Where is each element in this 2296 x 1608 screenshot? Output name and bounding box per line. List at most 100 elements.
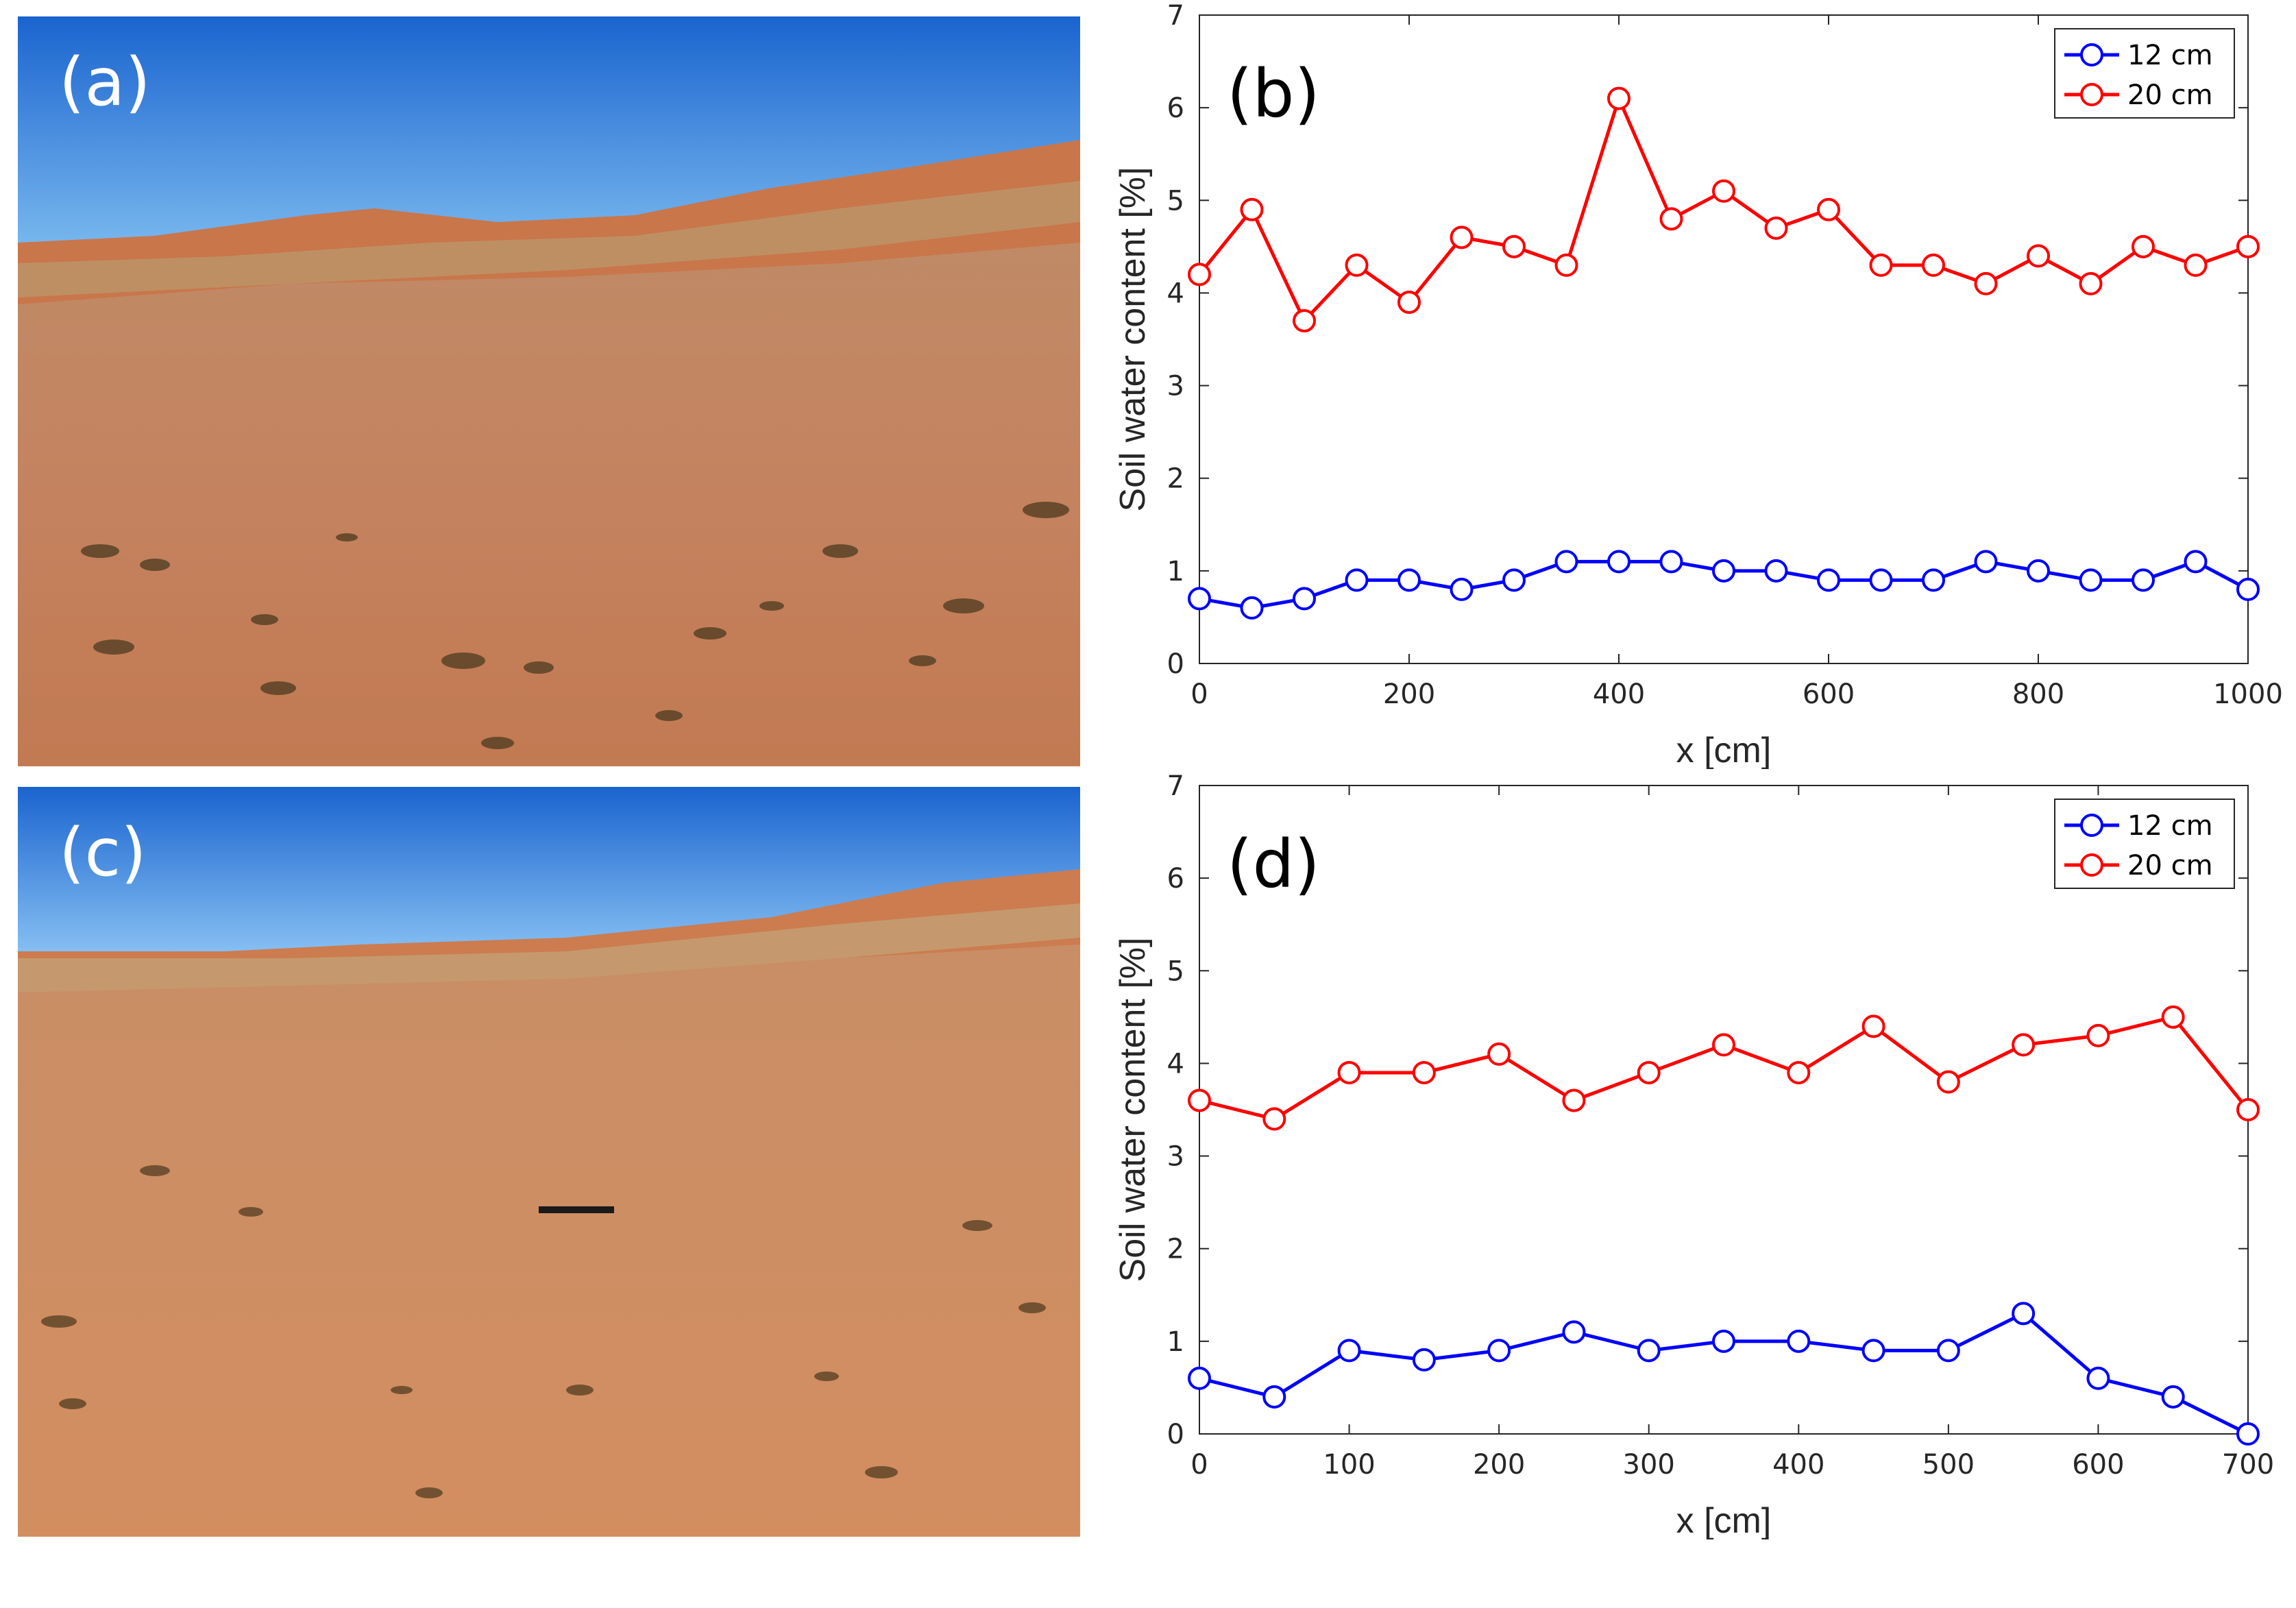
chart-b-series-0-point-19 xyxy=(2184,550,2208,574)
chart-b-series-1-point-16 xyxy=(2027,244,2050,268)
chart-b-series-0-point-16 xyxy=(2027,559,2050,583)
chart-b-series-1-point-1 xyxy=(1240,197,1264,221)
chart-b-legend-label-0: 12 cm xyxy=(2127,40,2213,71)
chart-b-series-0-point-3 xyxy=(1345,568,1369,592)
chart-d-series-1-point-2 xyxy=(1337,1060,1361,1084)
grass-tufts xyxy=(81,502,1069,749)
chart-b-xtick-label-2: 400 xyxy=(1593,679,1645,710)
photo-c-scene xyxy=(18,787,1080,1537)
chart-b-series-0-point-9 xyxy=(1659,550,1683,574)
chart-b-series-1-point-12 xyxy=(1817,197,1840,221)
chart-b-series-0-point-18 xyxy=(2132,568,2155,592)
chart-d-series-1-point-12 xyxy=(2086,1023,2110,1047)
chart-d-legend-label-0: 12 cm xyxy=(2127,810,2213,842)
chart-d-series-1-point-5 xyxy=(1562,1088,1586,1112)
chart-b-series-0-point-4 xyxy=(1397,568,1421,592)
chart-d-xtick-label-1: 100 xyxy=(1323,1449,1375,1481)
grass-tufts xyxy=(41,1165,1046,1498)
chart-d-series-1-point-13 xyxy=(2161,1005,2185,1029)
chart-b-series-1-point-20 xyxy=(2236,234,2260,258)
chart-b-series-0-point-5 xyxy=(1450,577,1474,601)
chart-b-series-1-point-2 xyxy=(1293,308,1316,332)
panel-a-label: (a) xyxy=(59,44,151,121)
chart-b-series-1-point-4 xyxy=(1397,290,1421,314)
chart-b-legend-marker-1 xyxy=(2080,83,2103,106)
chart-b-series-1-point-5 xyxy=(1450,226,1474,249)
chart-d-series-0-point-2 xyxy=(1337,1339,1361,1363)
chart-b-series-0-point-0 xyxy=(1188,587,1211,611)
chart-b-series-0-point-1 xyxy=(1240,596,1264,620)
chart-d-series-0-point-12 xyxy=(2086,1366,2110,1390)
chart-d-series-1-point-1 xyxy=(1262,1107,1286,1131)
chart-b-ytick-label-3: 3 xyxy=(1167,371,1184,402)
chart-b-series-1-point-19 xyxy=(2184,253,2208,277)
chart-d-ytick-label-5: 5 xyxy=(1167,955,1184,987)
chart-b-xtick-label-0: 0 xyxy=(1190,679,1208,710)
chart-b-series-0-point-11 xyxy=(1764,559,1788,583)
chart-d-svg: 0 1 2 3 4 5 6 7 0 100 200 300 400 500 600 700 x [cm] Soil… xyxy=(1113,770,2274,1539)
chart-d-xtick-label-7: 700 xyxy=(2222,1449,2274,1481)
chart-d-series-1-point-14 xyxy=(2236,1098,2260,1121)
chart-b-series-0-point-13 xyxy=(1869,568,1893,592)
chart-b-series-1-point-0 xyxy=(1188,263,1211,287)
chart-d-series-0-point-14 xyxy=(2236,1422,2260,1446)
chart-b-series-1-point-10 xyxy=(1712,179,1735,203)
chart-b-ytick-label-5: 5 xyxy=(1167,185,1184,217)
chart-d-series-0-point-4 xyxy=(1487,1339,1511,1363)
chart-b-xtick-label-1: 200 xyxy=(1383,679,1435,710)
chart-b-legend-marker-0 xyxy=(2080,43,2103,66)
chart-b-series-0-point-2 xyxy=(1293,587,1316,611)
chart-d-series-0-point-1 xyxy=(1262,1385,1286,1409)
chart-d-xtick-label-5: 500 xyxy=(1922,1449,1975,1481)
chart-d-xtick-label-2: 200 xyxy=(1473,1449,1525,1481)
photo-a-desert-dune: (a) xyxy=(18,16,1080,766)
chart-d-ytick-label-2: 2 xyxy=(1167,1234,1184,1265)
chart-b-ytick-label-6: 6 xyxy=(1167,93,1184,124)
chart-d-legend-label-1: 20 cm xyxy=(2127,850,2213,881)
chart-d-series-1-point-10 xyxy=(1936,1070,1960,1094)
chart-d-ytick-label-7: 7 xyxy=(1167,770,1184,802)
sand-floor xyxy=(18,945,1080,1537)
chart-b-svg: 0 1 2 3 4 5 6 7 0 200 400 600 800 1000 x [cm] Soil wate… xyxy=(1113,0,2283,769)
chart-d-panel-label: (d) xyxy=(1227,826,1320,903)
chart-b-series-0-point-6 xyxy=(1502,568,1526,592)
chart-b-series-1-point-18 xyxy=(2132,234,2155,258)
grass-band xyxy=(18,181,1080,297)
chart-d-ytick-label-4: 4 xyxy=(1167,1048,1184,1080)
chart-d-series-0-point-5 xyxy=(1562,1320,1586,1344)
chart-d-ytick-label-1: 1 xyxy=(1167,1326,1184,1358)
chart-b-series-0-point-17 xyxy=(2079,568,2103,592)
chart-d-series-0-point-8 xyxy=(1787,1329,1811,1353)
chart-d-xtick-label-6: 600 xyxy=(2072,1449,2124,1481)
chart-d-series-0-point-0 xyxy=(1188,1366,1211,1390)
chart-b-y-axis-title: Soil water content [%] xyxy=(1113,167,1153,512)
chart-d-series-1-point-8 xyxy=(1787,1060,1811,1084)
chart-b-series-1-point-11 xyxy=(1764,216,1788,240)
chart-d-series-1-point-3 xyxy=(1412,1060,1436,1084)
chart-b-series-0-point-12 xyxy=(1817,568,1840,592)
chart-b-series-1-point-7 xyxy=(1554,253,1578,277)
chart-b-series-1-point-14 xyxy=(1922,253,1945,277)
chart-b-xtick-label-3: 600 xyxy=(1803,679,1855,710)
chart-d-ytick-label-0: 0 xyxy=(1167,1419,1184,1450)
panel-c-label: (c) xyxy=(59,814,147,891)
chart-d-xtick-label-3: 300 xyxy=(1623,1449,1675,1481)
chart-d-legend-marker-0 xyxy=(2080,814,2103,837)
chart-b-series-0-point-7 xyxy=(1554,550,1578,574)
chart-d-series-0-point-11 xyxy=(2012,1302,2036,1326)
chart-b-series-1-point-17 xyxy=(2079,271,2103,295)
chart-b-ytick-label-0: 0 xyxy=(1167,648,1184,680)
chart-b-series-1-point-3 xyxy=(1345,253,1369,277)
chart-d-series-1-point-11 xyxy=(2012,1033,2036,1057)
photo-c-desert-dune: (c) xyxy=(18,787,1080,1537)
chart-d-ytick-label-6: 6 xyxy=(1167,863,1184,894)
chart-b-series-0-point-20 xyxy=(2236,577,2260,601)
chart-d-series-1-point-9 xyxy=(1861,1014,1885,1038)
chart-b-series-1-point-8 xyxy=(1607,86,1631,110)
chart-b-ytick-label-7: 7 xyxy=(1167,0,1184,32)
grass-band xyxy=(18,903,1080,992)
chart-b-series-0-point-10 xyxy=(1712,559,1735,583)
chart-b-plot-frame xyxy=(1199,14,2249,664)
photo-a-scene xyxy=(18,16,1080,766)
chart-d-series-1-point-0 xyxy=(1188,1088,1211,1112)
